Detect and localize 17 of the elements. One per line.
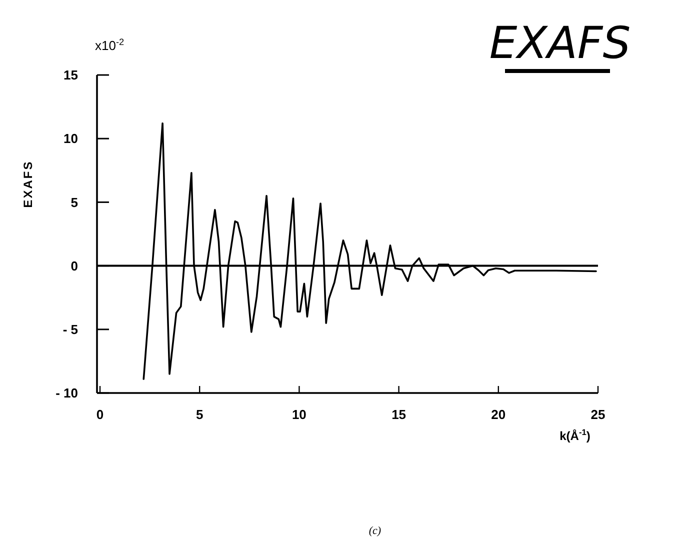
x-tick-label: 15 xyxy=(392,407,406,422)
y-tick-label: - 5 xyxy=(62,322,78,337)
text: (c) xyxy=(368,525,382,537)
y-tick-label: 10 xyxy=(64,131,78,146)
x-axis-title: k(Å$^{-1}$) xyxy=(560,427,590,443)
y-tick-label: - 10 xyxy=(56,386,78,401)
x-tick-label: 5 xyxy=(196,407,204,422)
y-tick-label: 5 xyxy=(70,194,78,210)
y-tick-label: 15 xyxy=(64,68,78,83)
text: EXAFS xyxy=(489,18,631,69)
y-tick-label: 0 xyxy=(70,258,78,274)
x-tick-label: 20 xyxy=(491,407,506,422)
x-tick-label: 25 xyxy=(590,407,606,422)
x-tick-label: 10 xyxy=(292,407,306,422)
y-axis-title: EXAFS xyxy=(21,160,35,208)
text: x10$^{-2}$ xyxy=(95,37,124,53)
x-tick-label: 0 xyxy=(96,407,104,422)
